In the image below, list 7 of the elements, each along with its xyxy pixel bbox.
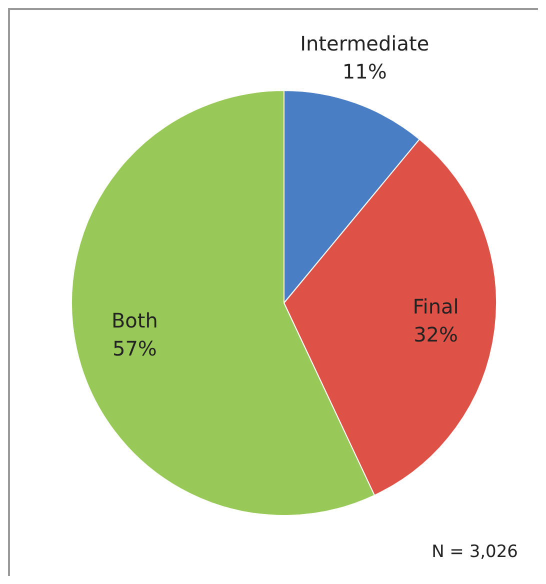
slice-label: Final (412, 294, 459, 318)
data-label: 32% (414, 322, 458, 346)
slice-label: Intermediate (300, 31, 430, 56)
slice-label: Both (111, 308, 158, 333)
data-label: 11% (342, 59, 387, 84)
data-label: 57% (112, 336, 157, 361)
text: N = 3,026 (432, 542, 518, 562)
